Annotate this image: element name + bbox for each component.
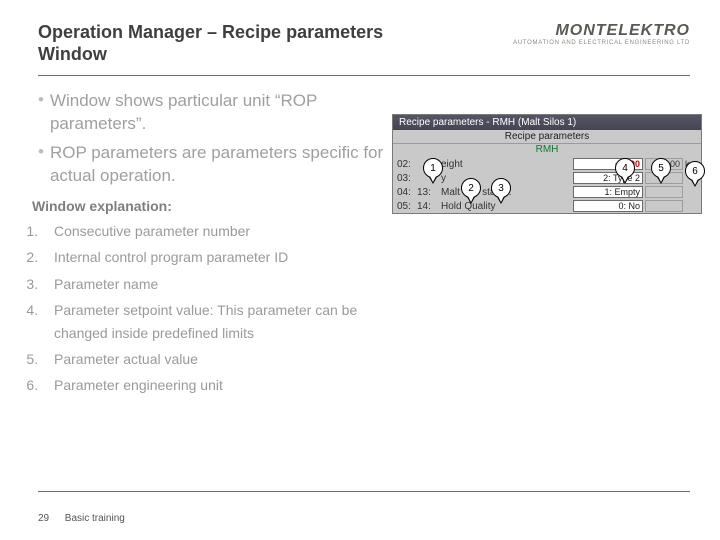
explanation-heading: Window explanation:: [32, 198, 384, 214]
brand-name: MONTELEKTRO: [513, 22, 690, 40]
param-name: eight: [441, 159, 573, 170]
param-row: 04: 13: Malt Silo status: 1: Empty: [393, 185, 701, 199]
footer-label: Basic training: [65, 513, 125, 524]
brand-logo: MONTELEKTRO AUTOMATION AND ELECTRICAL EN…: [513, 22, 690, 46]
bullet-text: ROP parameters are parameters specific f…: [50, 142, 384, 188]
param-actual-value: [645, 186, 683, 198]
param-setpoint-input[interactable]: 1: Empty: [573, 186, 643, 198]
param-name: Hold Quality: [441, 201, 573, 212]
explanation-list: Consecutive parameter number Internal co…: [38, 220, 384, 397]
param-index: 02:: [397, 159, 417, 170]
param-row: 05: 14: Hold Quality 0: No: [393, 199, 701, 213]
param-setpoint-input[interactable]: 0: No: [573, 200, 643, 212]
page-title: Operation Manager – Recipe parameters Wi…: [38, 22, 438, 65]
bullet-dot-icon: •: [38, 142, 44, 188]
explanation-item: Parameter actual value: [42, 348, 384, 370]
intro-bullets: • Window shows particular unit “ROP para…: [38, 90, 384, 188]
page-number: 29: [38, 513, 62, 524]
window-title-text: Recipe parameters - RMH (Malt Silos 1): [399, 117, 576, 128]
explanation-item: Parameter name: [42, 273, 384, 295]
param-index: 04:: [397, 187, 417, 198]
brand-tagline: AUTOMATION AND ELECTRICAL ENGINEERING LT…: [513, 40, 690, 46]
window-unit-name: RMH: [393, 144, 701, 157]
footer: 29 Basic training: [38, 513, 125, 524]
param-actual-value: [645, 200, 683, 212]
param-pid: 14:: [417, 201, 441, 212]
explanation-item: Parameter setpoint value: This parameter…: [42, 299, 384, 344]
window-subhead: Recipe parameters: [393, 130, 701, 144]
callout-badge-6: 6: [685, 161, 705, 181]
explanation-item: Internal control program parameter ID: [42, 246, 384, 268]
bullet-text: Window shows particular unit “ROP parame…: [50, 90, 384, 136]
bullet-item: • Window shows particular unit “ROP para…: [38, 90, 384, 136]
window-titlebar: Recipe parameters - RMH (Malt Silos 1): [393, 115, 701, 130]
recipe-parameters-window: Recipe parameters - RMH (Malt Silos 1) R…: [392, 114, 702, 214]
explanation-item: Parameter engineering unit: [42, 374, 384, 396]
header-rule: [38, 75, 690, 76]
param-pid: 13:: [417, 187, 441, 198]
explanation-item: Consecutive parameter number: [42, 220, 384, 242]
param-index: 03:: [397, 173, 417, 184]
bullet-dot-icon: •: [38, 90, 44, 136]
footer-rule: [38, 491, 690, 492]
param-index: 05:: [397, 201, 417, 212]
bullet-item: • ROP parameters are parameters specific…: [38, 142, 384, 188]
